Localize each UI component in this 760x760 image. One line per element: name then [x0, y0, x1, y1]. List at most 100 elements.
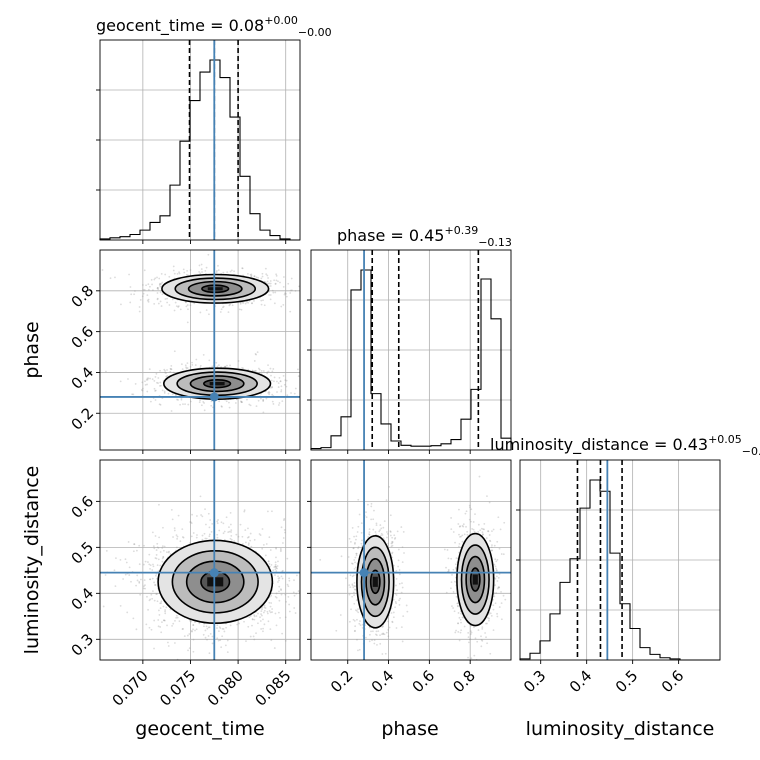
- y-tick-label: 0.6: [68, 492, 98, 522]
- x-tick-label: 0.6: [658, 667, 688, 697]
- sample-point: [216, 520, 219, 523]
- sample-point: [401, 546, 404, 549]
- sample-point: [217, 639, 220, 642]
- sample-point: [190, 630, 193, 632]
- sample-point: [357, 498, 360, 501]
- sample-point: [359, 620, 361, 622]
- sample-point: [481, 627, 484, 630]
- sample-point: [267, 277, 269, 279]
- sample-point: [353, 581, 356, 584]
- contour-line: [456, 532, 495, 627]
- sample-point: [243, 620, 245, 623]
- sample-point: [245, 541, 247, 544]
- sample-point: [253, 614, 256, 616]
- sample-point: [351, 562, 353, 565]
- sample-point: [494, 565, 497, 568]
- sample-point: [205, 523, 207, 526]
- sample-point: [398, 569, 401, 571]
- sample-point: [274, 565, 277, 568]
- sample-point: [138, 544, 141, 547]
- sample-point: [492, 604, 495, 607]
- sample-point: [182, 536, 185, 539]
- sample-point: [161, 557, 164, 560]
- sample-point: [154, 535, 157, 537]
- sample-point: [391, 552, 393, 555]
- sample-point: [461, 524, 464, 527]
- sample-point: [143, 579, 146, 582]
- sample-point: [397, 548, 400, 551]
- sample-point: [279, 380, 282, 383]
- sample-point: [235, 533, 238, 536]
- sample-point: [394, 536, 397, 539]
- sample-point: [199, 272, 202, 275]
- sample-point: [165, 606, 168, 609]
- sample-point: [384, 652, 387, 655]
- xlabel-phase: phase: [381, 718, 438, 740]
- sample-point: [283, 293, 286, 296]
- sample-point: [368, 533, 370, 535]
- y-tick-label: 0.3: [68, 630, 98, 660]
- sample-point: [144, 383, 147, 386]
- sample-point: [489, 652, 492, 655]
- sample-point: [293, 607, 296, 609]
- density-mode-1: [157, 539, 274, 625]
- sample-point: [450, 517, 453, 519]
- sample-point: [280, 385, 283, 388]
- sample-point: [249, 635, 252, 638]
- sample-point: [394, 600, 397, 603]
- sample-point: [373, 642, 376, 645]
- sample-point: [303, 284, 305, 286]
- sample-point: [140, 578, 142, 581]
- sample-point: [480, 527, 483, 530]
- sample-point: [151, 577, 154, 580]
- sample-point: [262, 627, 264, 630]
- sample-point: [356, 610, 358, 612]
- sample-point: [458, 508, 460, 511]
- sample-point: [498, 586, 501, 589]
- sample-point: [180, 397, 183, 400]
- sample-point: [294, 387, 297, 390]
- sample-point: [182, 403, 184, 406]
- sample-point: [159, 381, 162, 384]
- sample-point: [386, 533, 389, 535]
- sample-point: [170, 508, 173, 511]
- sample-point: [275, 570, 278, 572]
- sample-point: [275, 556, 277, 559]
- sample-point: [391, 540, 393, 543]
- sample-point: [486, 642, 489, 645]
- sample-point: [218, 529, 221, 532]
- sample-point: [229, 523, 232, 526]
- sample-point: [156, 564, 159, 567]
- sample-point: [474, 513, 476, 515]
- sample-point: [155, 593, 158, 596]
- sample-point: [468, 504, 471, 507]
- sample-point: [173, 309, 176, 312]
- sample-point: [173, 272, 176, 275]
- sample-point: [348, 620, 351, 623]
- sample-point: [269, 367, 272, 370]
- sample-point: [458, 639, 461, 642]
- sample-point: [119, 558, 122, 561]
- sample-point: [357, 547, 360, 550]
- sample-point: [257, 622, 259, 625]
- sample-point: [398, 603, 401, 606]
- y-tick-label: 0.6: [68, 322, 98, 352]
- sample-point: [211, 365, 214, 368]
- sample-point: [154, 574, 157, 577]
- sample-point: [243, 509, 246, 512]
- sample-point: [261, 606, 263, 609]
- sample-point: [211, 522, 214, 525]
- sample-point: [207, 635, 210, 637]
- sample-point: [499, 528, 502, 531]
- sample-point: [396, 530, 399, 533]
- sample-point: [357, 525, 360, 528]
- sample-point: [245, 640, 247, 643]
- sample-point: [204, 537, 207, 540]
- sample-point: [195, 628, 198, 631]
- sample-point: [355, 554, 358, 557]
- sample-point: [269, 285, 272, 287]
- sample-point: [249, 273, 252, 276]
- sample-point: [277, 280, 279, 283]
- sample-point: [127, 378, 129, 380]
- sample-point: [454, 580, 456, 583]
